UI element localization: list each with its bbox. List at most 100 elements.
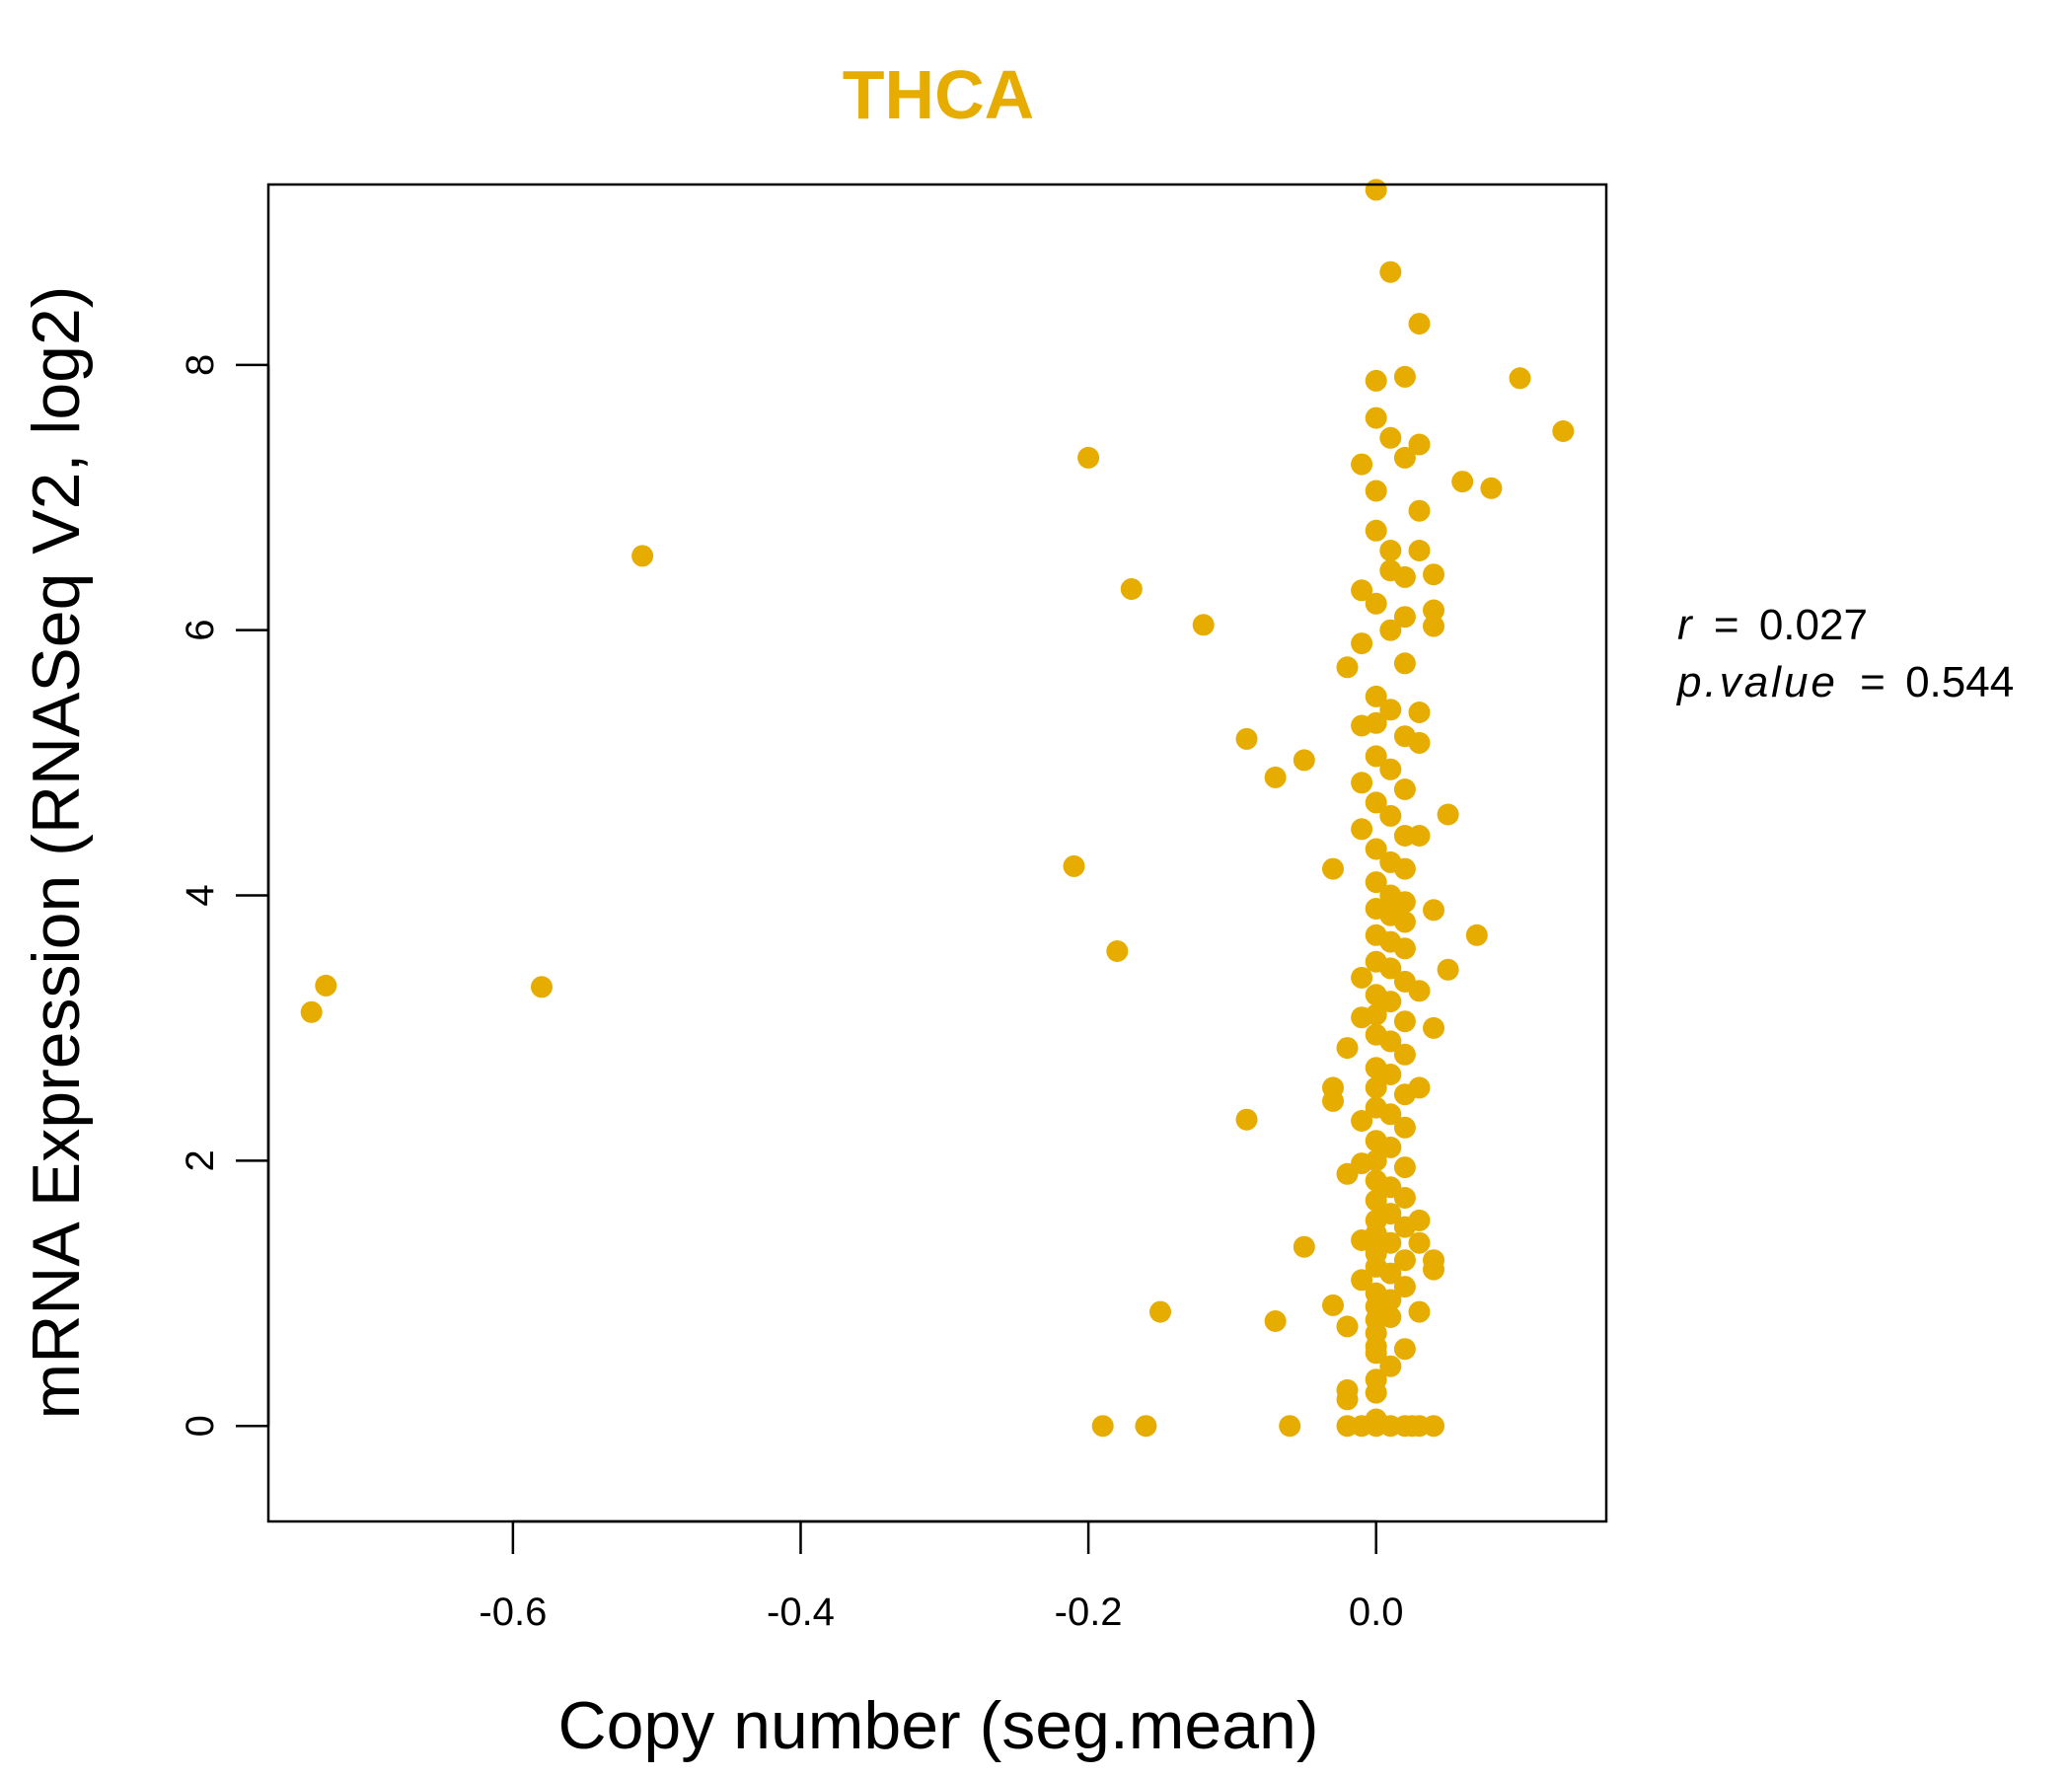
correlation-annotation: r = 0.027 p.value = 0.544: [1675, 601, 2014, 706]
data-point: [1063, 854, 1085, 877]
y-tick-label: 0: [179, 1415, 222, 1437]
data-point: [1293, 1235, 1315, 1258]
data-point: [1351, 1269, 1373, 1292]
data-point: [1480, 477, 1503, 499]
data-point: [1351, 579, 1373, 602]
data-point: [1393, 606, 1416, 629]
chart-title: THCA: [843, 56, 1034, 133]
data-point: [1365, 369, 1387, 392]
data-point: [1322, 1294, 1344, 1316]
data-point: [1552, 420, 1575, 442]
x-axis: -0.6 -0.4 -0.2 0.0: [479, 1519, 1404, 1634]
data-point: [1365, 1381, 1387, 1404]
data-point: [1393, 365, 1416, 388]
y-axis-title: mRNA Expression (RNASeq V2, log2): [19, 286, 94, 1420]
data-point: [1379, 540, 1402, 561]
data-point: [1365, 685, 1387, 707]
data-point: [1437, 803, 1459, 826]
data-point: [1423, 899, 1444, 922]
data-point: [1351, 1229, 1373, 1251]
data-point: [1351, 453, 1373, 476]
data-point: [1393, 1276, 1416, 1298]
data-point: [1379, 699, 1402, 721]
data-point: [1336, 1388, 1359, 1411]
data-point: [1365, 519, 1387, 542]
data-point: [1379, 804, 1402, 827]
data-point: [1264, 766, 1287, 788]
data-point: [1408, 540, 1431, 561]
p-value: 0.544: [1905, 658, 2014, 706]
p-annotation: p.value = 0.544: [1675, 658, 2014, 706]
data-point: [1408, 731, 1431, 754]
data-point: [1351, 966, 1373, 989]
data-point: [1379, 1030, 1402, 1053]
data-point: [1408, 1231, 1431, 1254]
data-point: [1408, 1209, 1431, 1231]
data-point: [1379, 957, 1402, 980]
data-point: [1393, 1116, 1416, 1139]
data-point: [1423, 1415, 1444, 1438]
data-point: [1365, 791, 1387, 814]
data-point: [1365, 1342, 1387, 1365]
data-point: [1451, 471, 1474, 493]
data-point: [1393, 778, 1416, 800]
data-point: [1091, 1415, 1114, 1438]
data-point: [1408, 980, 1431, 1002]
data-point: [1379, 1355, 1402, 1377]
data-point: [1379, 619, 1402, 641]
data-point: [1351, 1006, 1373, 1029]
r-label: r: [1677, 601, 1694, 649]
data-point: [1408, 1300, 1431, 1323]
x-axis-title: Copy number (seg.mean): [557, 1688, 1318, 1763]
data-point: [1393, 1187, 1416, 1209]
data-point: [1393, 911, 1416, 933]
data-point: [1423, 563, 1444, 586]
data-point: [1465, 924, 1488, 946]
data-point: [1235, 1108, 1258, 1131]
data-point: [1379, 991, 1402, 1013]
data-point: [1365, 745, 1387, 768]
r-equals: =: [1714, 601, 1739, 649]
data-point: [1351, 818, 1373, 841]
data-point: [1393, 1338, 1416, 1361]
data-point: [1408, 499, 1431, 522]
data-point: [300, 1000, 323, 1023]
data-point: [1365, 871, 1387, 894]
data-point: [1408, 1076, 1431, 1099]
y-tick-label: 8: [179, 354, 222, 376]
p-equals: =: [1860, 658, 1886, 706]
data-point: [1379, 260, 1402, 283]
data-point: [1120, 578, 1143, 600]
data-point: [1192, 614, 1215, 636]
data-point: [1351, 632, 1373, 655]
data-point: [1351, 714, 1373, 737]
data-point: [1393, 446, 1416, 469]
data-point: [1336, 1037, 1359, 1060]
data-point: [1379, 426, 1402, 449]
data-point: [1393, 1249, 1416, 1272]
p-label: p.value: [1675, 658, 1838, 706]
data-point: [1379, 1064, 1402, 1085]
data-point: [315, 974, 337, 997]
data-point: [1322, 857, 1344, 880]
data-point: [631, 545, 654, 567]
data-point: [1393, 565, 1416, 588]
x-tick-label: -0.6: [479, 1591, 547, 1634]
data-point: [1351, 1110, 1373, 1132]
data-point: [1379, 1103, 1402, 1126]
data-point: [1365, 407, 1387, 429]
data-point: [1393, 1010, 1416, 1033]
data-point: [1336, 656, 1359, 679]
data-point: [1336, 1315, 1359, 1338]
data-point: [1365, 1189, 1387, 1212]
data-point: [1423, 599, 1444, 622]
data-point: [1408, 313, 1431, 335]
data-point: [1401, 1415, 1424, 1438]
data-point: [1379, 758, 1402, 780]
x-tick-label: -0.4: [767, 1591, 835, 1634]
data-point: [1135, 1415, 1157, 1438]
data-point: [1365, 1076, 1387, 1099]
data-point: [1365, 838, 1387, 860]
data-point: [1365, 179, 1387, 201]
